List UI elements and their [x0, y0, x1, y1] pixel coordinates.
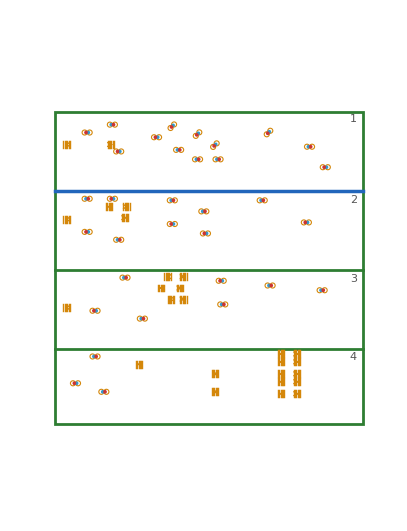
Circle shape	[270, 285, 272, 287]
Circle shape	[119, 238, 121, 241]
Circle shape	[219, 280, 221, 282]
Circle shape	[223, 303, 225, 305]
Circle shape	[320, 289, 322, 292]
Circle shape	[325, 166, 328, 168]
Circle shape	[112, 124, 115, 126]
Circle shape	[218, 158, 220, 160]
Circle shape	[306, 221, 309, 224]
Circle shape	[262, 199, 265, 201]
Circle shape	[201, 210, 204, 212]
Circle shape	[196, 134, 198, 136]
Circle shape	[221, 280, 223, 282]
Circle shape	[172, 223, 175, 225]
Circle shape	[123, 277, 125, 279]
Text: 4: 4	[350, 353, 357, 362]
Circle shape	[310, 145, 312, 148]
Circle shape	[176, 149, 179, 151]
Text: 2: 2	[350, 195, 357, 204]
Circle shape	[172, 124, 174, 126]
Text: 3: 3	[350, 273, 357, 284]
Circle shape	[93, 310, 95, 312]
Circle shape	[75, 382, 78, 384]
Circle shape	[260, 199, 262, 201]
Circle shape	[87, 198, 90, 200]
Circle shape	[179, 149, 181, 151]
Circle shape	[116, 238, 119, 241]
Circle shape	[112, 198, 115, 200]
Circle shape	[140, 318, 142, 320]
Circle shape	[307, 145, 310, 148]
Circle shape	[104, 391, 106, 393]
Circle shape	[171, 126, 173, 128]
Circle shape	[116, 150, 119, 152]
Circle shape	[214, 143, 217, 145]
Circle shape	[195, 158, 197, 160]
Circle shape	[304, 221, 306, 224]
Circle shape	[216, 158, 218, 160]
Circle shape	[203, 233, 206, 235]
Circle shape	[267, 132, 269, 134]
Circle shape	[73, 382, 75, 384]
Circle shape	[85, 198, 87, 200]
Circle shape	[204, 210, 206, 212]
Circle shape	[125, 277, 127, 279]
Circle shape	[102, 391, 104, 393]
Circle shape	[268, 131, 270, 133]
Circle shape	[268, 285, 270, 287]
Circle shape	[322, 289, 324, 292]
Circle shape	[170, 199, 172, 201]
Circle shape	[197, 132, 199, 134]
Circle shape	[221, 303, 223, 305]
Text: 1: 1	[350, 114, 357, 124]
Circle shape	[213, 145, 215, 147]
Circle shape	[110, 124, 112, 126]
Circle shape	[157, 136, 159, 139]
Circle shape	[154, 136, 157, 139]
Circle shape	[87, 231, 90, 233]
Circle shape	[93, 355, 95, 357]
Circle shape	[85, 131, 87, 134]
Circle shape	[197, 158, 200, 160]
Circle shape	[119, 150, 121, 152]
Circle shape	[87, 131, 90, 134]
Circle shape	[206, 233, 208, 235]
Circle shape	[95, 310, 97, 312]
Circle shape	[323, 166, 325, 168]
Circle shape	[110, 198, 112, 200]
Circle shape	[170, 223, 172, 225]
Circle shape	[85, 231, 87, 233]
Circle shape	[142, 318, 144, 320]
Circle shape	[172, 199, 175, 201]
Circle shape	[95, 355, 97, 357]
